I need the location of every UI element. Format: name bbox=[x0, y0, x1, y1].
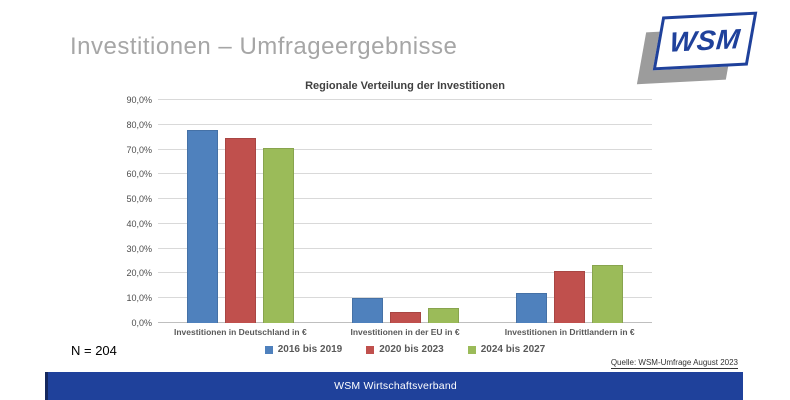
chart-legend: 2016 bis 2019 2020 bis 2023 2024 bis 2027 bbox=[158, 344, 652, 355]
gridline bbox=[158, 173, 652, 175]
gridline bbox=[158, 247, 652, 249]
gridline bbox=[158, 297, 652, 299]
legend-label: 2016 bis 2019 bbox=[277, 344, 343, 355]
y-tick-label: 0,0% bbox=[131, 318, 152, 328]
legend-item: 2020 bis 2023 bbox=[366, 344, 444, 355]
legend-item: 2016 bis 2019 bbox=[264, 344, 343, 355]
y-tick-label: 80,0% bbox=[126, 119, 152, 130]
slide-title: Investitionen – Umfrageergebnisse bbox=[70, 33, 458, 60]
gridline bbox=[158, 198, 652, 200]
legend-marker bbox=[264, 345, 273, 354]
bars-layer bbox=[158, 100, 652, 323]
y-tick-label: 90,0% bbox=[126, 95, 152, 105]
bar bbox=[351, 298, 383, 323]
bar bbox=[554, 270, 586, 323]
y-tick-label: 30,0% bbox=[126, 243, 152, 254]
bar-group bbox=[323, 100, 488, 323]
category-label: Investitionen in Drittlandern in € bbox=[504, 327, 635, 337]
footer-bar: WSM Wirtschaftsverband bbox=[45, 372, 743, 400]
bar bbox=[224, 138, 256, 323]
gridline bbox=[158, 99, 652, 100]
category-label: Investitionen in der EU in € bbox=[350, 327, 460, 337]
category-label: Investitionen in Deutschland in € bbox=[173, 327, 307, 337]
gridline bbox=[158, 123, 652, 125]
bar bbox=[592, 264, 624, 323]
logo-text: WSM bbox=[668, 23, 742, 58]
logo-face-shape: WSM bbox=[652, 11, 758, 71]
footer-text: WSM Wirtschaftsverband bbox=[334, 380, 457, 392]
y-axis: 0,0% 10,0% 20,0% 30,0% 40,0% 50,0% 60,0% 70,0% 8… bbox=[112, 95, 152, 328]
bar bbox=[262, 148, 294, 323]
gridline bbox=[158, 272, 652, 274]
legend-marker bbox=[467, 345, 476, 354]
source-note: Quelle: WSM-Umfrage August 2023 bbox=[610, 358, 738, 369]
category-axis: Investitionen in Deutschland in € Investi… bbox=[158, 327, 652, 337]
bar bbox=[427, 308, 459, 323]
y-tick-label: 70,0% bbox=[126, 144, 152, 155]
bar-group bbox=[487, 100, 652, 323]
y-tick-label: 10,0% bbox=[126, 293, 152, 304]
wsm-logo: WSM bbox=[636, 6, 766, 88]
bar bbox=[389, 311, 421, 323]
legend-label: 2024 bis 2027 bbox=[480, 344, 546, 355]
gridline bbox=[158, 222, 652, 224]
bar bbox=[516, 293, 548, 323]
y-tick-label: 20,0% bbox=[126, 268, 152, 279]
y-tick-label: 60,0% bbox=[126, 169, 152, 180]
legend-marker bbox=[366, 345, 375, 354]
bar-group bbox=[158, 100, 323, 323]
y-tick-label: 50,0% bbox=[126, 194, 152, 205]
sample-size-label: N = 204 bbox=[71, 343, 117, 358]
y-tick-label: 40,0% bbox=[126, 218, 152, 229]
legend-label: 2020 bis 2023 bbox=[379, 344, 444, 355]
chart-title: Regionale Verteilung der Investitionen bbox=[305, 80, 505, 92]
gridline bbox=[158, 148, 652, 150]
bar bbox=[186, 129, 218, 323]
legend-item: 2024 bis 2027 bbox=[467, 344, 546, 355]
